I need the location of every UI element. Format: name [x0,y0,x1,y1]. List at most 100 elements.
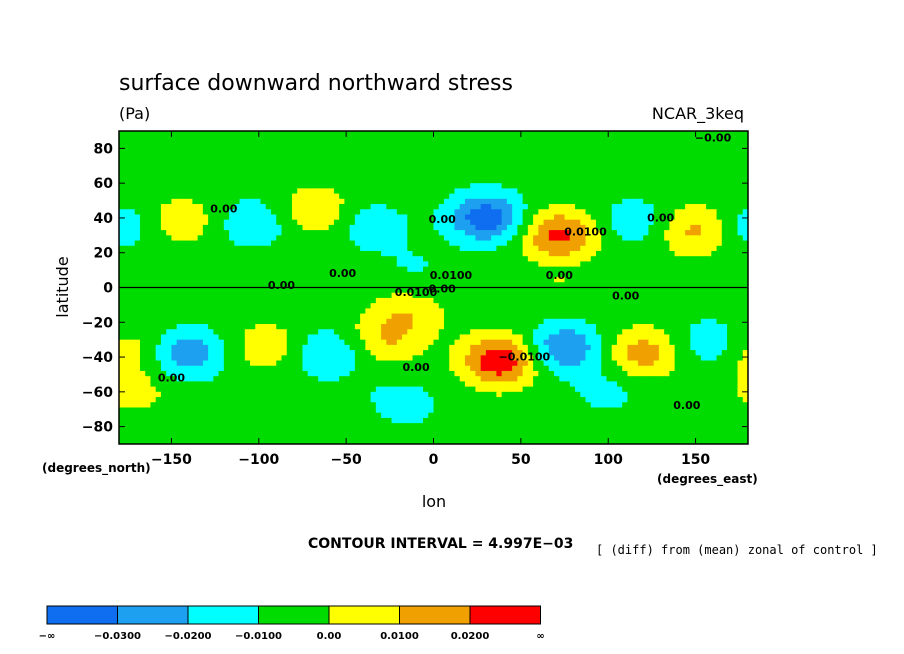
field-cell [391,282,398,289]
field-cell [423,136,429,143]
field-cell [360,329,366,336]
field-cell [522,157,529,163]
field-cell [297,334,304,341]
field-cell [239,141,246,148]
field-cell [119,183,125,189]
field-cell [742,271,748,278]
field-cell [464,313,471,320]
field-cell [375,256,382,263]
field-cell [590,282,597,289]
field-cell [276,292,283,299]
field-cell [312,141,319,148]
field-cell [223,193,230,200]
field-cell [124,224,131,231]
field-cell [727,131,733,137]
field-cell [218,188,225,195]
field-cell [365,183,372,189]
field-cell [229,292,235,299]
field-cell [575,292,581,299]
field-cell [569,261,576,268]
field-cell [443,266,450,273]
field-cell [648,297,655,304]
field-cell [312,193,319,200]
field-cell [538,146,545,153]
field-cell [622,271,629,278]
field-cell [323,324,330,330]
field-cell [606,224,613,231]
field-cell [485,308,492,315]
field-cell [711,261,718,268]
field-cell [307,162,314,169]
field-cell [632,297,639,304]
field-cell [265,162,272,169]
field-cell [533,308,539,315]
field-cell [595,151,602,158]
field-cell [323,162,330,169]
field-cell [443,162,450,169]
field-cell [181,204,188,210]
field-cell [653,209,660,216]
field-cell [585,266,592,273]
field-cell [202,172,209,179]
field-cell [443,235,450,242]
field-cell [181,193,188,200]
field-cell [459,167,466,174]
field-cell [585,224,592,231]
field-cell [522,235,529,242]
field-cell [669,287,676,294]
field-cell [522,214,529,221]
field-cell [370,204,377,210]
field-cell [155,329,162,336]
field-cell [506,297,513,304]
field-cell [375,339,382,346]
field-cell [643,297,650,304]
field-cell [449,297,456,304]
field-cell [381,324,387,330]
field-cell [669,141,676,148]
field-cell [653,230,660,236]
field-cell [548,329,555,336]
field-cell [271,282,277,289]
field-cell [522,230,529,236]
field-cell [569,131,576,137]
field-cell [318,303,325,309]
field-cell [139,324,146,330]
field-cell [145,344,152,351]
field-cell [648,224,655,231]
field-cell [543,303,550,309]
field-cell [700,204,707,210]
field-cell [333,151,340,158]
field-cell [386,219,393,226]
field-cell [585,329,592,336]
field-cell [302,162,309,169]
field-cell [155,131,162,137]
field-cell [402,334,408,341]
field-cell [187,177,193,184]
field-cell [291,183,298,189]
field-cell [333,141,340,148]
field-cell [480,308,487,315]
field-cell [679,193,686,200]
field-cell [155,318,162,325]
field-cell [370,183,377,189]
field-cell [438,271,445,278]
field-cell [407,188,414,195]
field-cell [559,172,566,179]
field-cell [643,219,650,226]
field-cell [496,282,503,289]
field-cell [213,250,220,257]
field-cell [307,245,314,252]
field-cell [543,131,550,137]
field-cell [265,324,272,330]
field-cell [239,177,246,184]
field-cell [360,334,366,341]
field-cell [554,193,560,200]
field-cell [229,172,235,179]
field-cell [590,308,597,315]
field-cell [402,292,408,299]
field-cell [229,136,235,143]
field-cell [302,271,309,278]
field-cell [700,277,707,283]
field-cell [396,235,403,242]
field-cell [706,136,712,143]
